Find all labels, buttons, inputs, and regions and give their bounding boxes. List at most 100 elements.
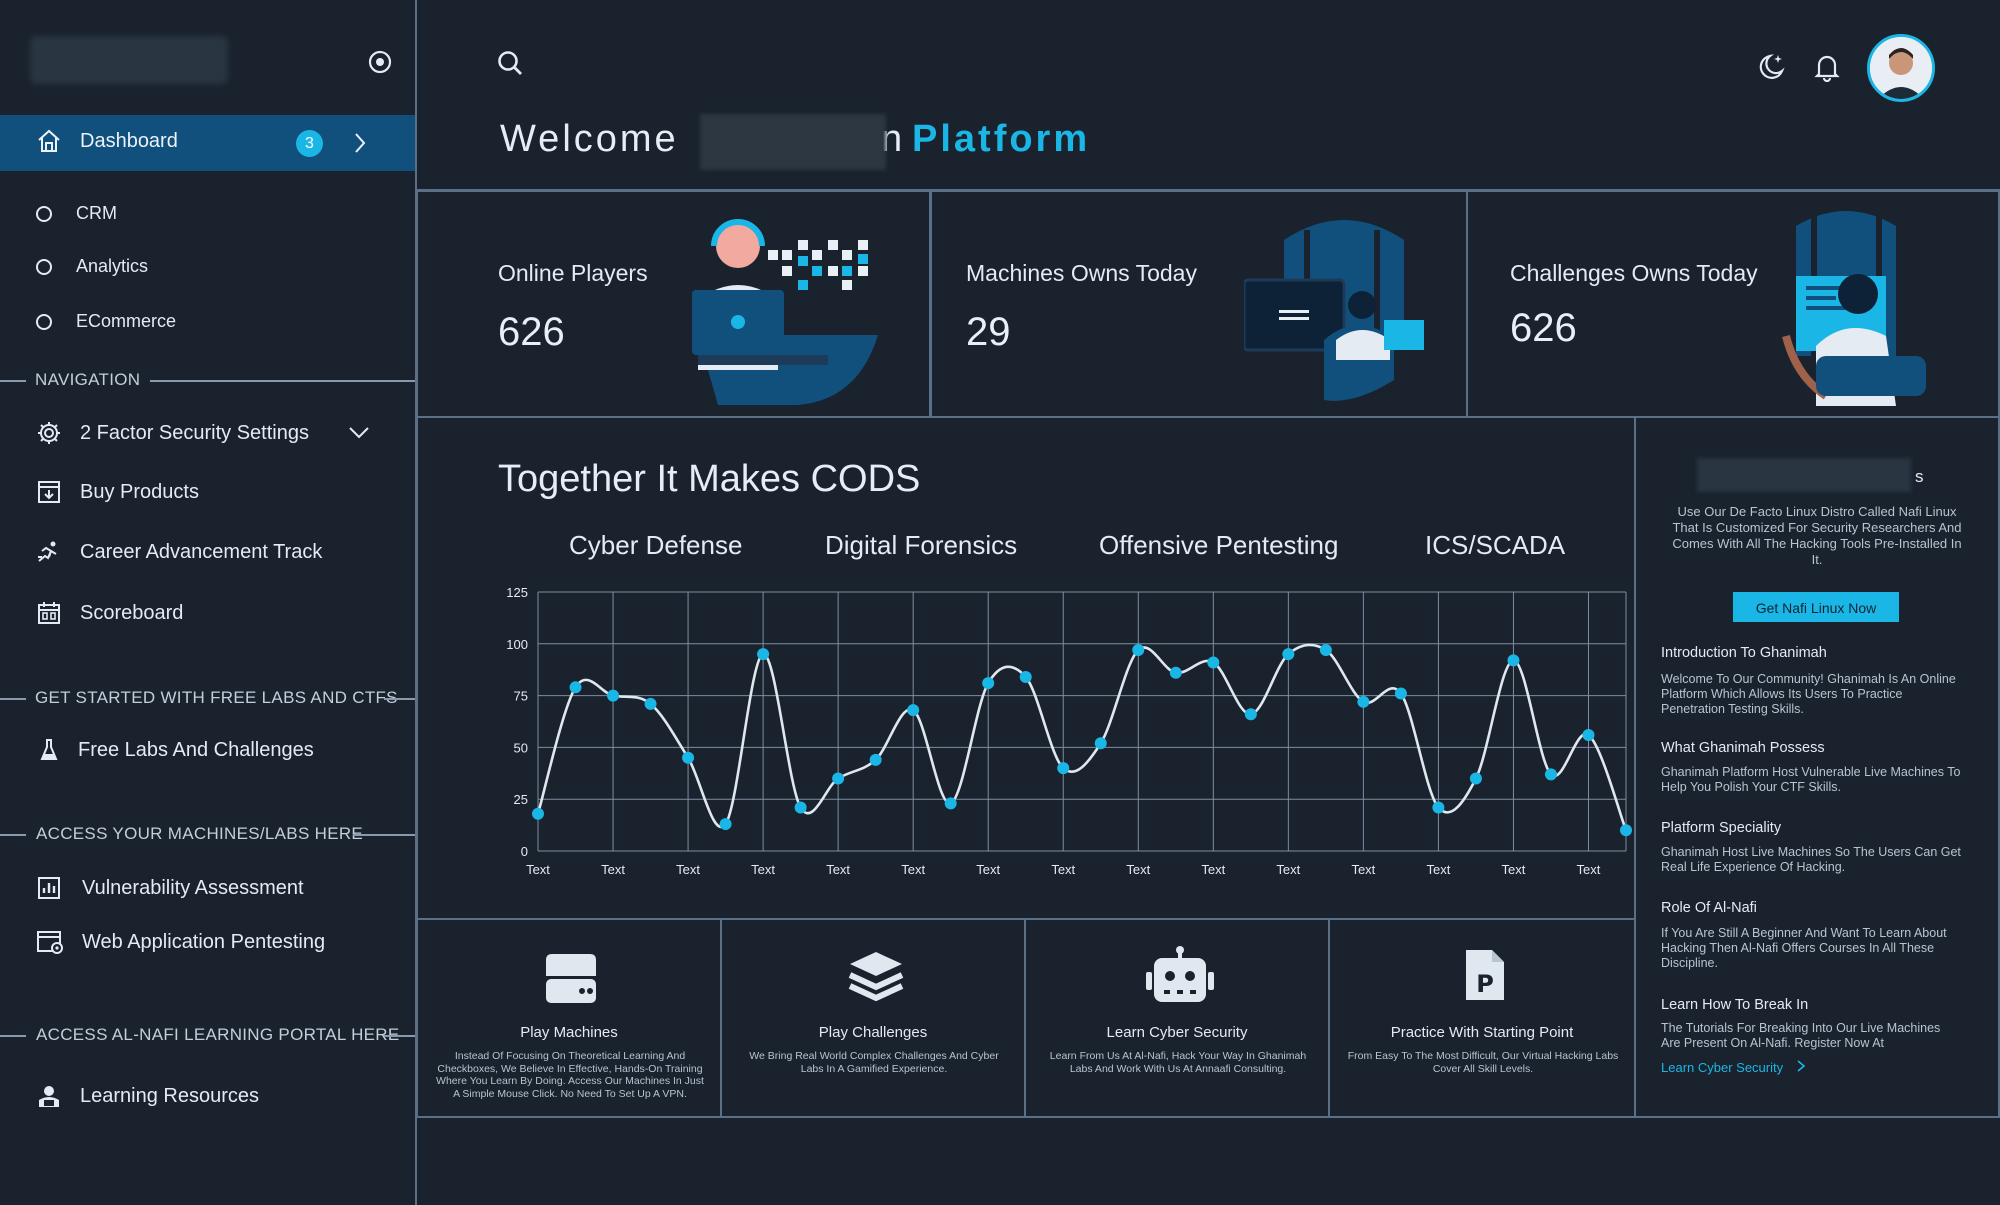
runner-icon <box>38 541 57 562</box>
data-point[interactable] <box>1507 654 1520 667</box>
sidebar-item-label: 2 Factor Security Settings <box>80 422 309 444</box>
chart-section-title: Together It Makes CODS <box>498 458 921 500</box>
tab-digital-forensics[interactable]: Digital Forensics <box>825 530 1018 560</box>
x-tick-label: Text <box>1502 862 1526 877</box>
feature-card-play-machines[interactable]: Play Machines Instead Of Focusing On The… <box>416 918 722 1118</box>
data-point[interactable] <box>1394 687 1407 700</box>
sidebar-item-label: ECommerce <box>76 311 177 331</box>
panel-intro: Use Our De Facto Linux Distro Called Naf… <box>1672 504 1962 567</box>
panel-text: Ghanimah Host Live Machines So The Users… <box>1661 845 1961 874</box>
data-point[interactable] <box>607 689 620 702</box>
y-tick-label: 50 <box>514 740 528 755</box>
robot-icon <box>1146 946 1214 1002</box>
data-point[interactable] <box>1469 772 1482 785</box>
x-tick-label: Text <box>601 862 625 877</box>
gear-icon <box>38 422 60 444</box>
section-learning: ACCESS AL-NAFI LEARNING PORTAL HERE <box>0 1025 415 1047</box>
data-point[interactable] <box>1432 801 1445 814</box>
theme-toggle-icon[interactable] <box>1757 52 1785 82</box>
server-icon <box>546 954 596 1003</box>
data-point[interactable] <box>794 801 807 814</box>
data-point[interactable] <box>1582 728 1595 741</box>
data-point[interactable] <box>1319 644 1332 657</box>
data-point[interactable] <box>982 677 995 690</box>
x-tick-label: Text <box>826 862 850 877</box>
target-icon[interactable] <box>368 50 392 74</box>
data-point[interactable] <box>1132 644 1145 657</box>
y-tick-label: 75 <box>514 689 528 704</box>
data-point[interactable] <box>682 751 695 764</box>
feature-card-play-challenges[interactable]: Play Challenges We Bring Real World Comp… <box>720 918 1026 1118</box>
sidebar-item-crm[interactable]: CRM <box>36 203 336 225</box>
calendar-icon <box>38 602 60 624</box>
data-point[interactable] <box>832 772 845 785</box>
data-point[interactable] <box>719 818 732 831</box>
bar-chart-icon <box>38 877 60 899</box>
data-point[interactable] <box>1357 695 1370 708</box>
data-point[interactable] <box>1019 670 1032 683</box>
sidebar-item-label: Learning Resources <box>80 1085 259 1107</box>
stat-title: Machines Owns Today <box>966 260 1197 286</box>
sidebar-item-buy-products[interactable]: Buy Products <box>36 479 376 507</box>
data-point[interactable] <box>1094 737 1107 750</box>
divider <box>384 698 415 700</box>
bell-icon[interactable] <box>1814 52 1840 82</box>
get-nafi-linux-button[interactable]: Get Nafi Linux Now <box>1733 592 1899 622</box>
sidebar-item-label: Free Labs And Challenges <box>78 739 314 761</box>
data-point[interactable] <box>569 681 582 694</box>
stat-title: Online Players <box>498 260 648 286</box>
sidebar-item-analytics[interactable]: Analytics <box>36 256 336 278</box>
x-tick-label: Text <box>676 862 700 877</box>
data-point[interactable] <box>1057 762 1070 775</box>
circle-icon <box>36 314 52 330</box>
stat-value: 626 <box>1510 306 1577 350</box>
data-point[interactable] <box>1620 824 1632 837</box>
data-point[interactable] <box>1169 666 1182 679</box>
sidebar-item-dashboard[interactable]: Dashboard 3 <box>0 115 415 171</box>
circle-icon <box>36 259 52 275</box>
sidebar-item-2fa[interactable]: 2 Factor Security Settings <box>36 420 376 448</box>
avatar[interactable] <box>1867 34 1935 102</box>
tab-ics-scada[interactable]: ICS/SCADA <box>1425 530 1566 560</box>
feature-card-learn-cyber-security[interactable]: Learn Cyber Security Learn From Us At Al… <box>1024 918 1330 1118</box>
feature-title: Learn Cyber Security <box>1106 1024 1248 1041</box>
data-point[interactable] <box>1544 768 1557 781</box>
data-point[interactable] <box>757 648 770 661</box>
x-tick-label: Text <box>901 862 925 877</box>
data-point[interactable] <box>869 753 882 766</box>
sidebar-item-free-labs[interactable]: Free Labs And Challenges <box>36 737 376 765</box>
data-point[interactable] <box>907 704 920 717</box>
sidebar-item-vuln-assessment[interactable]: Vulnerability Assessment <box>36 875 376 903</box>
x-tick-label: Text <box>1201 862 1225 877</box>
learn-cyber-security-link[interactable]: Learn Cyber Security <box>1661 1060 1807 1075</box>
y-tick-label: 25 <box>514 792 528 807</box>
data-point[interactable] <box>532 807 544 820</box>
feature-title: Practice With Starting Point <box>1390 1024 1574 1041</box>
x-tick-label: Text <box>1577 862 1601 877</box>
panel-heading: Role Of Al-Nafi <box>1661 900 1757 916</box>
data-point[interactable] <box>644 697 657 710</box>
sidebar <box>0 0 417 1205</box>
search-icon[interactable] <box>496 49 524 77</box>
data-point[interactable] <box>1244 708 1257 721</box>
sidebar-item-ecommerce[interactable]: ECommerce <box>36 311 336 333</box>
data-point[interactable] <box>944 797 957 810</box>
data-point[interactable] <box>1282 648 1295 661</box>
tab-cyber-defense[interactable]: Cyber Defense <box>569 530 743 560</box>
data-point[interactable] <box>1207 656 1220 669</box>
sidebar-item-career-track[interactable]: Career Advancement Track <box>36 539 376 567</box>
sidebar-item-learning-resources[interactable]: Learning Resources <box>36 1083 376 1111</box>
line-chart: 0 25 50 75 100 125 Text Text Text Text Text Text Te… <box>506 585 1632 877</box>
sidebar-item-scoreboard[interactable]: Scoreboard <box>36 600 376 628</box>
stat-title: Challenges Owns Today <box>1510 260 1758 286</box>
sidebar-item-label: Web Application Pentesting <box>82 931 326 953</box>
platform-name-redacted <box>700 114 886 170</box>
researcher-illustration <box>1782 211 1926 406</box>
divider <box>0 834 26 836</box>
sidebar-item-web-pentesting[interactable]: Web Application Pentesting <box>36 929 376 957</box>
feature-card-starting-point[interactable]: P Practice With Starting Point From Easy… <box>1328 918 1636 1118</box>
learner-icon <box>39 1086 59 1107</box>
feature-title: Play Machines <box>520 1024 618 1041</box>
stat-card-machines-owned: Machines Owns Today 29 <box>930 190 1468 418</box>
tab-offensive-pentesting[interactable]: Offensive Pentesting <box>1099 530 1339 560</box>
